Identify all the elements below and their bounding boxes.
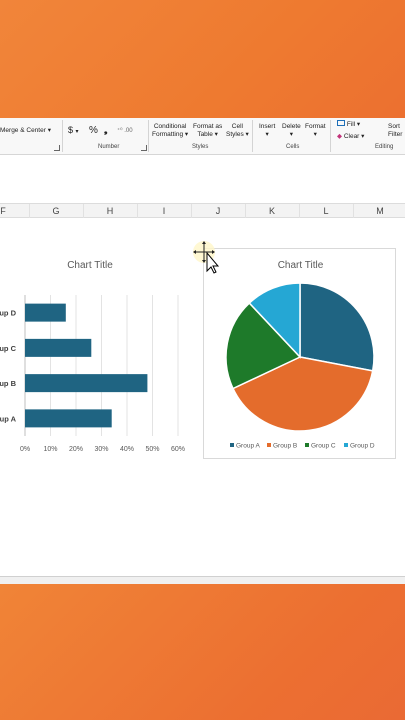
legend-label: Group C (311, 443, 336, 450)
eraser-icon: ◆ (337, 133, 342, 140)
separator (148, 120, 149, 152)
sheet-bottom-strip (0, 576, 405, 584)
pie-slice (299, 282, 375, 372)
number-group-label: Number (98, 144, 120, 150)
bar-chart[interactable]: Chart Title 0% 10% 20% 30% 40% 50% 60% oup A oup… (0, 220, 195, 453)
column-header[interactable]: L (323, 206, 329, 216)
y-category-label: oup D (0, 309, 17, 318)
legend-swatch (305, 443, 309, 447)
cells-group-label: Cells (286, 144, 300, 150)
insert-button[interactable]: Insert ▾ (259, 123, 276, 138)
separator (252, 120, 253, 152)
legend-swatch (267, 443, 271, 447)
legend-swatch (230, 443, 234, 447)
pie-slice (232, 356, 374, 432)
delete-button[interactable]: Delete ▾ (282, 123, 301, 138)
styles-group-label: Styles (192, 144, 209, 150)
merge-center-button[interactable]: Merge & Center ▾ (0, 127, 51, 134)
column-header[interactable]: F (0, 206, 6, 216)
currency-icon[interactable]: $ ▾ (68, 125, 79, 135)
pie-chart-title[interactable]: Chart Title (277, 260, 324, 271)
legend-label: Group A (236, 443, 261, 450)
pie-slice (225, 301, 302, 390)
column-divider (191, 204, 192, 219)
x-tick-label: 60% (171, 446, 185, 453)
format-button[interactable]: Format ▾ (305, 123, 326, 138)
pie-slice (248, 282, 301, 359)
clear-button[interactable]: ◆ Clear ▾ (337, 133, 365, 140)
bar-chart-plot: 0% 10% 20% 30% 40% 50% 60% oup A oup B oup C oup D (0, 295, 185, 453)
column-header[interactable]: K (268, 206, 275, 216)
fill-icon (337, 120, 345, 126)
x-tick-label: 10% (43, 446, 57, 453)
y-category-label: oup B (0, 379, 17, 388)
column-header[interactable]: J (215, 206, 221, 216)
editing-group-label: Editing (375, 144, 394, 150)
move-cursor-icon (193, 241, 220, 274)
column-divider (299, 204, 300, 219)
increase-decimal-icon[interactable]: ⁺⁰ .00 (117, 128, 133, 134)
bar (25, 338, 92, 357)
column-header[interactable]: I (162, 206, 166, 216)
bar (25, 303, 66, 322)
bar (25, 374, 148, 393)
column-divider (245, 204, 246, 219)
excel-window: Merge & Center ▾ $ ▾ % ❟ ⁺⁰ .00 Number C… (0, 118, 405, 584)
column-divider (353, 204, 354, 219)
number-launcher-icon[interactable] (141, 145, 147, 151)
column-header[interactable]: G (52, 206, 60, 216)
cell-styles-button[interactable]: Cell Styles ▾ (226, 123, 249, 138)
y-category-label: oup A (0, 414, 17, 423)
legend-label: Group D (350, 443, 375, 450)
y-category-label: oup C (0, 344, 17, 353)
x-tick-label: 20% (69, 446, 83, 453)
column-divider (83, 204, 84, 219)
separator (62, 120, 63, 152)
x-tick-label: 0% (20, 446, 30, 453)
sort-filter-button[interactable]: Sort Filter (388, 123, 403, 138)
comma-style-icon[interactable]: ❟ (104, 125, 108, 135)
bar-chart-title[interactable]: Chart Title (67, 260, 113, 271)
orange-background-bottom (0, 584, 405, 720)
bar (25, 409, 112, 428)
worksheet-grid[interactable]: Chart Title 0% 10% 20% 30% 40% 50% 60% oup A oup… (0, 218, 405, 584)
formula-bar-area (0, 155, 405, 202)
orange-background-top (0, 0, 405, 118)
legend-label: Group B (273, 443, 297, 450)
pie-chart-plot: Group A Group B Group C Group D (225, 282, 375, 450)
separator (330, 120, 331, 152)
x-tick-label: 50% (145, 446, 159, 453)
x-tick-label: 30% (94, 446, 108, 453)
format-as-table-button[interactable]: Format as Table ▾ (193, 123, 223, 138)
legend-swatch (344, 443, 348, 447)
x-tick-label: 40% (120, 446, 134, 453)
ribbon: Merge & Center ▾ $ ▾ % ❟ ⁺⁰ .00 Number C… (0, 118, 405, 155)
pie-chart[interactable]: Chart Title Group A Group B Group C Group D (203, 248, 396, 459)
column-divider (29, 204, 30, 219)
column-headers: F G H I J K L M (0, 203, 405, 219)
fill-button[interactable]: Fill ▾ (337, 120, 360, 128)
column-header[interactable]: M (376, 206, 384, 216)
conditional-formatting-button[interactable]: Conditional Formatting ▾ (152, 123, 189, 138)
percent-icon[interactable]: % (89, 125, 98, 136)
alignment-launcher-icon[interactable] (54, 145, 60, 151)
column-divider (137, 204, 138, 219)
column-header[interactable]: H (106, 206, 114, 216)
